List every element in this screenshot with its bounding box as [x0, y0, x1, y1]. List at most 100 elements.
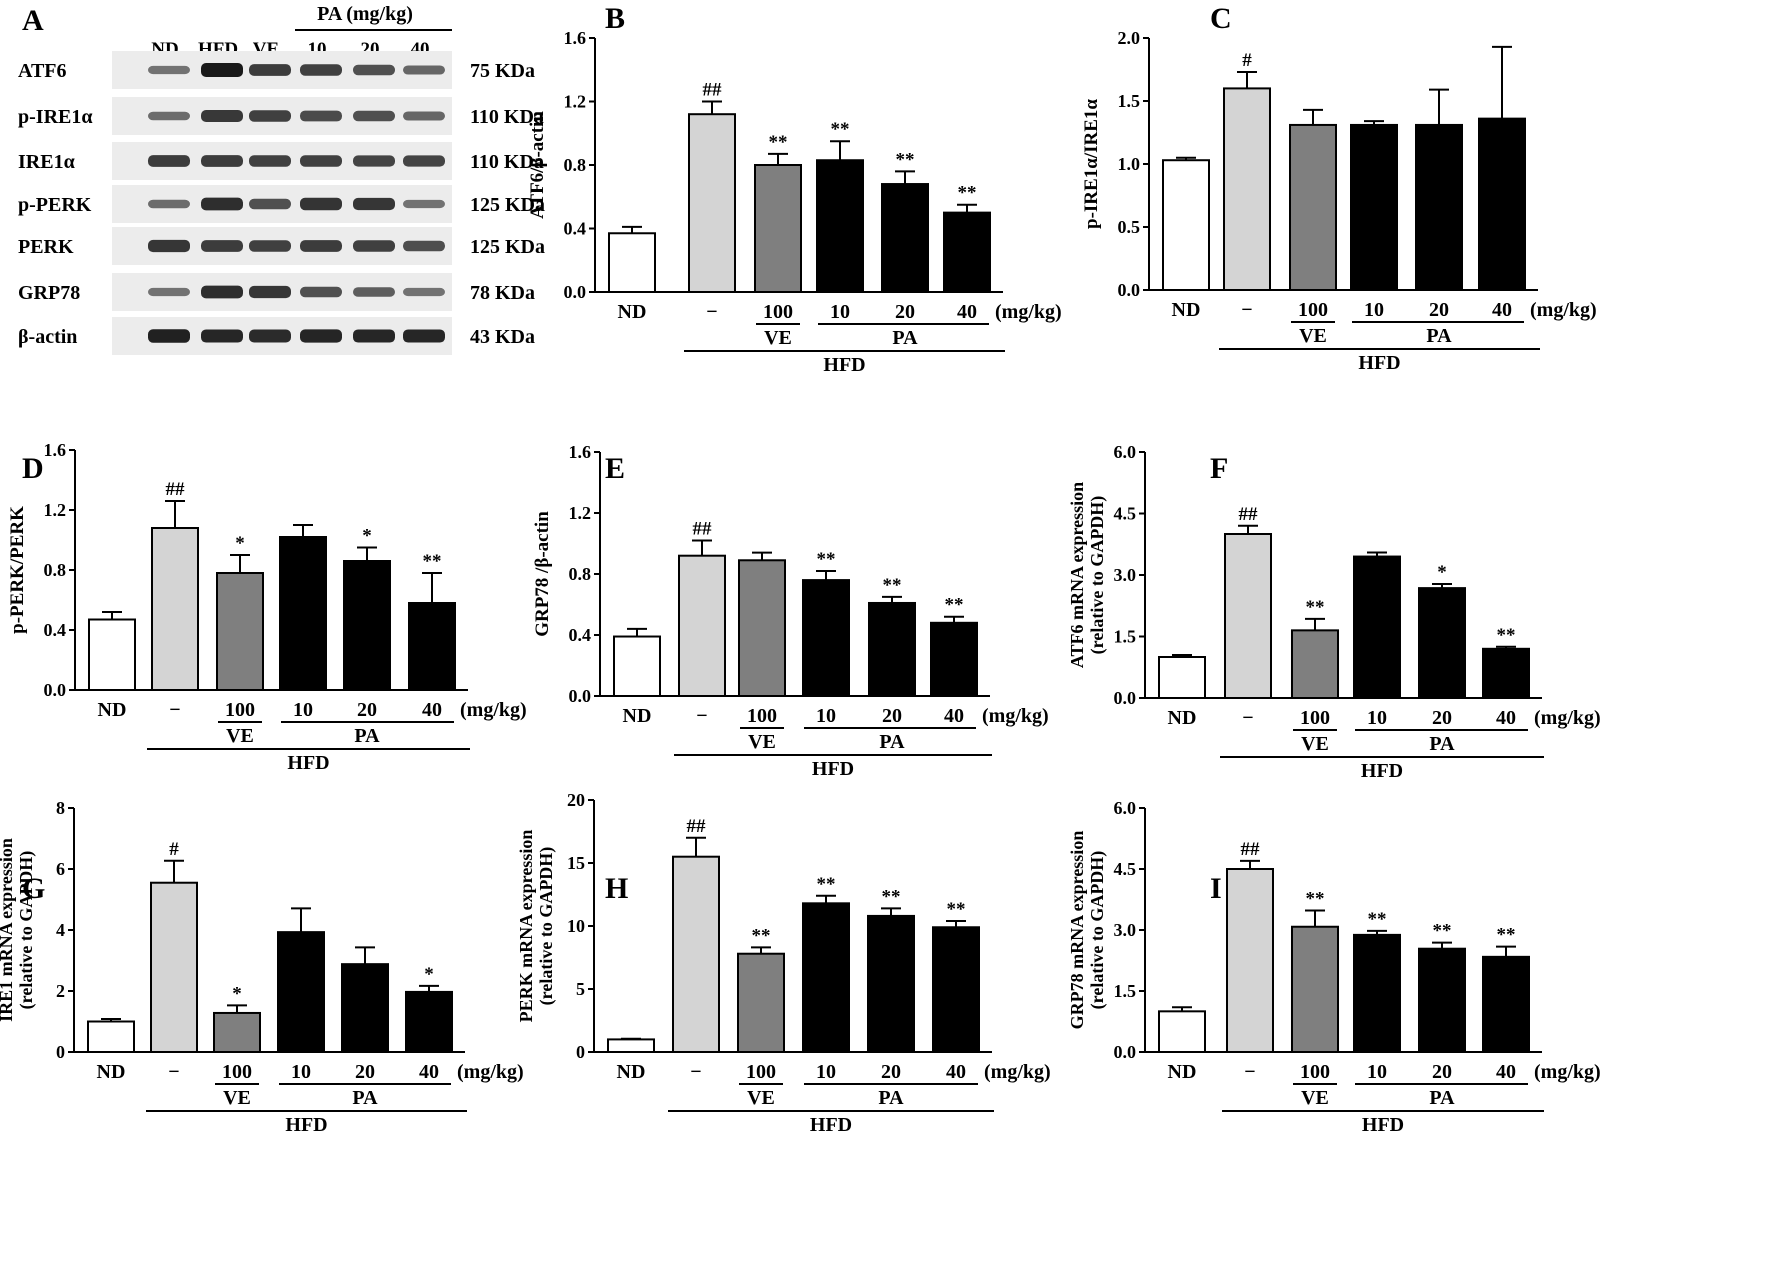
- bar: [1162, 159, 1210, 291]
- x-tick-label: 20: [1432, 707, 1452, 729]
- blot-protein-label: IRE1α: [18, 151, 75, 173]
- bar: [943, 211, 991, 293]
- y-tick-label: 0: [576, 1042, 585, 1062]
- y-tick-label: 0.4: [44, 620, 67, 640]
- significance-label: ##: [1239, 504, 1259, 525]
- bar: [151, 527, 199, 691]
- y-axis-label-sub: (relative to GAPDH): [1087, 496, 1108, 655]
- x-tick-label: 20: [1432, 1061, 1452, 1083]
- blot-band: [403, 111, 445, 121]
- y-tick-label: 0.0: [1114, 1042, 1137, 1062]
- x-tick-label: ND: [618, 301, 647, 323]
- y-tick-label: 1.6: [564, 28, 587, 48]
- blot-size-label: 75 KDa: [470, 60, 535, 82]
- x-tick-label: 10: [291, 1061, 311, 1083]
- y-axis-label-sub: (relative to GAPDH): [1087, 851, 1108, 1010]
- hfd-group-label: HFD: [285, 1114, 327, 1136]
- pa-group-label: PA: [892, 327, 918, 349]
- y-tick-label: 4: [56, 920, 65, 940]
- pa-group-label: PA: [1426, 325, 1452, 347]
- chart-panel-g: G 0 2 4 6 8 IRE1 mRNA expression (relative to …: [0, 798, 524, 1136]
- bar: [150, 881, 198, 1053]
- bar: [1482, 647, 1530, 699]
- ve-group-label: VE: [1299, 325, 1327, 347]
- significance-label: **: [1433, 921, 1452, 942]
- blot-band: [353, 197, 395, 211]
- bar: [1289, 123, 1337, 291]
- y-tick-label: 0.0: [1114, 688, 1137, 708]
- x-tick-label: 20: [357, 699, 377, 721]
- bar: [1482, 955, 1530, 1054]
- blot-band: [249, 285, 291, 299]
- ve-group-label: VE: [1301, 1087, 1329, 1109]
- blot-protein-label: GRP78: [18, 282, 80, 304]
- blot-size-label: 43 KDa: [470, 326, 535, 348]
- ve-group-label: VE: [748, 731, 776, 753]
- y-axis-label: PERK mRNA expression: [516, 830, 536, 1023]
- bar: [608, 232, 656, 293]
- bar: [1224, 533, 1272, 699]
- x-tick-label: −: [1244, 1061, 1255, 1083]
- blot-band: [403, 329, 445, 343]
- x-tick-label: −: [706, 301, 717, 323]
- bar: [1158, 1010, 1206, 1053]
- ve-group-label: VE: [1301, 733, 1329, 755]
- blot-band: [353, 155, 395, 167]
- x-tick-label: 100: [763, 301, 793, 323]
- x-tick-label: −: [1241, 299, 1252, 321]
- y-axis-label: ATF6 mRNA expression: [1067, 482, 1087, 668]
- x-tick-label: 100: [746, 1061, 776, 1083]
- x-tick-label: 40: [419, 1061, 439, 1083]
- significance-label: **: [817, 874, 836, 895]
- significance-label: **: [1306, 597, 1325, 618]
- panel-letter: B: [605, 2, 625, 35]
- x-tick-label: 40: [1496, 707, 1516, 729]
- y-tick-label: 1.6: [44, 440, 67, 460]
- bar: [678, 554, 726, 698]
- dose-unit-label: (mg/kg): [995, 301, 1062, 323]
- x-tick-label: 10: [830, 301, 850, 323]
- y-tick-label: 1.5: [1114, 627, 1137, 647]
- dose-unit-label: (mg/kg): [984, 1061, 1051, 1083]
- ve-group-label: VE: [226, 725, 254, 747]
- blot-band: [249, 110, 291, 122]
- pa-group-label: PA: [1429, 1087, 1455, 1109]
- blot-band: [300, 155, 342, 167]
- blot-band: [300, 110, 342, 122]
- blot-band: [403, 65, 445, 75]
- blot-pa-header: PA (mg/kg): [317, 3, 413, 25]
- blot-band: [353, 287, 395, 297]
- bar: [341, 963, 389, 1053]
- y-tick-label: 3.0: [1114, 920, 1137, 940]
- significance-label: **: [831, 119, 850, 140]
- y-tick-label: 1.2: [564, 92, 587, 112]
- panel-letter: F: [1210, 452, 1228, 485]
- y-tick-label: 0.0: [564, 282, 587, 302]
- significance-label: **: [1368, 909, 1387, 930]
- y-tick-label: 1.2: [44, 500, 67, 520]
- blot-band: [403, 287, 445, 297]
- x-tick-label: 10: [816, 705, 836, 727]
- y-tick-label: 0.4: [569, 625, 592, 645]
- blot-band: [353, 329, 395, 343]
- y-tick-label: 8: [56, 798, 65, 818]
- y-tick-label: 6: [56, 859, 65, 879]
- blot-size-label: 110 KDa: [470, 151, 544, 173]
- chart-panel-d: D 0.00.40.81.21.6p-PERK/PERK##* ***ND −100…: [7, 440, 527, 774]
- y-axis-label-sub: (relative to GAPDH): [16, 851, 37, 1010]
- x-tick-label: 10: [293, 699, 313, 721]
- panel-letter: H: [605, 872, 628, 905]
- x-tick-label: ND: [98, 699, 127, 721]
- x-tick-label: ND: [97, 1061, 126, 1083]
- blot-band: [249, 64, 291, 76]
- bar: [881, 183, 929, 293]
- blot-band: [148, 65, 190, 75]
- blot-band: [201, 285, 243, 299]
- significance-label: **: [1306, 888, 1325, 909]
- bar: [405, 990, 453, 1053]
- x-tick-label: −: [169, 699, 180, 721]
- x-tick-label: 40: [957, 301, 977, 323]
- x-tick-label: 10: [816, 1061, 836, 1083]
- significance-label: *: [235, 533, 245, 554]
- significance-label: ##: [687, 816, 707, 837]
